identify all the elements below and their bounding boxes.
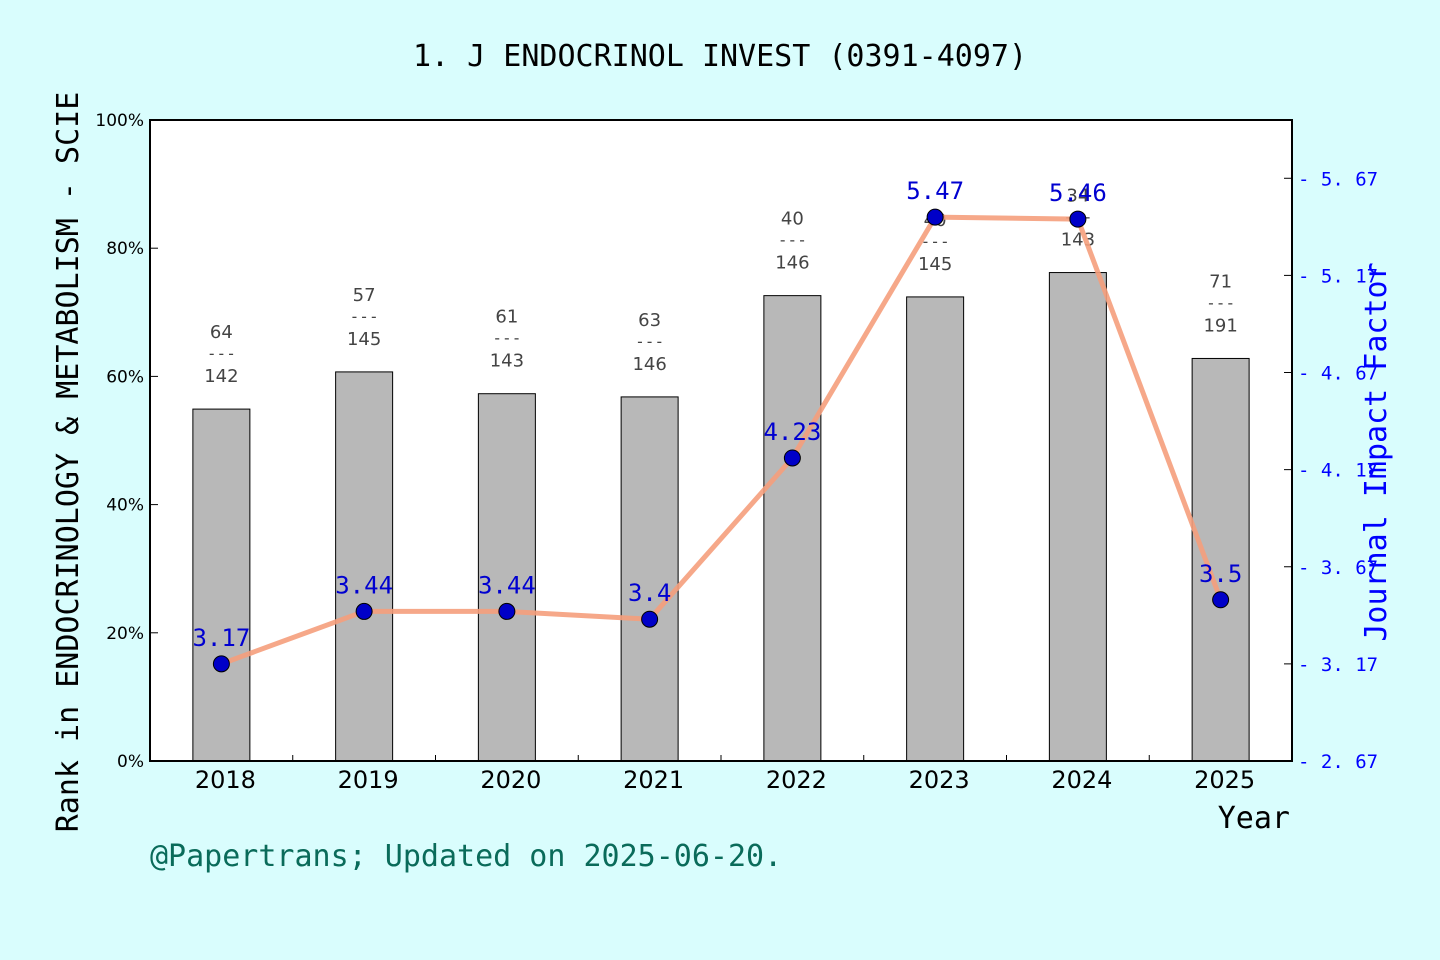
- impact-label-2019: 3.44: [335, 571, 393, 599]
- bar-2021: [620, 396, 679, 762]
- impact-point-2023: [926, 208, 944, 226]
- impact-label-2022: 4.23: [763, 418, 821, 446]
- impact-point-2021: [641, 610, 659, 628]
- impact-point-2020: [498, 602, 516, 620]
- y-tick-label: 80%: [106, 239, 144, 259]
- impact-factor-line: [220, 214, 1223, 667]
- impact-point-2025: [1212, 591, 1230, 609]
- bar-2022: [763, 295, 822, 762]
- x-tick-label-2021: 2021: [623, 766, 684, 794]
- y-tick-label: 20%: [106, 624, 144, 644]
- rank-total-2025: 191: [1203, 315, 1237, 336]
- rank-separator-2021: ---: [635, 332, 664, 351]
- rank-separator-2018: ---: [207, 344, 236, 363]
- rank-number-2020: 61: [495, 307, 518, 328]
- bar-2018: [192, 408, 251, 762]
- impact-label-2024: 5.46: [1049, 179, 1107, 207]
- y2-tick-label: - 4. 67: [1298, 363, 1378, 385]
- rank-separator-2022: ---: [778, 231, 807, 250]
- rank-total-2023: 145: [918, 254, 952, 275]
- axes-group: 0% 20% 40% 60% 80% 100% - 2. 67 - 3. 17 - 3. 67 -…: [95, 111, 1378, 794]
- bar-2025: [1191, 357, 1250, 762]
- y-axis-label: Rank in ENDOCRINOLOGY & METABOLISM - SCI…: [51, 92, 86, 833]
- footer-credit: @Papertrans; Updated on 2025-06-20.: [150, 839, 782, 874]
- bar-2023: [906, 296, 965, 762]
- impact-label-2018: 3.17: [192, 624, 250, 652]
- y2-tick-label: - 3. 17: [1298, 654, 1378, 676]
- chart-title: 1. J ENDOCRINOL INVEST (0391-4097): [413, 39, 1027, 74]
- impact-point-2024: [1069, 210, 1087, 228]
- rank-total-2022: 146: [775, 253, 809, 274]
- impact-label-2020: 3.44: [478, 571, 536, 599]
- impact-line-group: 3.17 3.44 3.44 3.4 4.23 5.47 5.46 3.5: [192, 177, 1242, 673]
- impact-label-2025: 3.5: [1199, 560, 1242, 588]
- rank-separator-2019: ---: [350, 307, 379, 326]
- impact-point-2022: [783, 449, 801, 467]
- x-tick-label-2023: 2023: [909, 766, 970, 794]
- plot-area: [150, 120, 1292, 761]
- rank-number-2022: 40: [781, 209, 804, 230]
- rank-number-2025: 71: [1209, 271, 1232, 292]
- y-tick-label: 100%: [95, 111, 144, 131]
- y2-axis-label: Journal Impact Factor: [1359, 262, 1394, 641]
- x-tick-label-2018: 2018: [195, 766, 256, 794]
- rank-total-2021: 146: [632, 354, 666, 375]
- y2-tick-label: - 4. 17: [1298, 460, 1378, 482]
- impact-label-2023: 5.47: [906, 177, 964, 205]
- impact-point-2019: [355, 602, 373, 620]
- y2-tick-label: - 5. 67: [1298, 168, 1378, 190]
- bar-group: [192, 272, 1250, 762]
- rank-separator-2025: ---: [1206, 293, 1235, 312]
- y2-tick-label: - 3. 67: [1298, 557, 1378, 579]
- y-tick-label: 0%: [117, 752, 144, 772]
- x-tick-label-2019: 2019: [338, 766, 399, 794]
- rank-separator-2023: ---: [921, 232, 950, 251]
- y-tick-label: 60%: [106, 367, 144, 387]
- bar-2024: [1048, 272, 1107, 762]
- x-tick-label-2022: 2022: [766, 766, 827, 794]
- x-tick-label-2020: 2020: [480, 766, 541, 794]
- impact-label-2021: 3.4: [628, 579, 671, 607]
- rank-total-2020: 143: [490, 351, 524, 372]
- rank-number-2024: 34: [1066, 186, 1089, 207]
- rank-separator-2020: ---: [492, 329, 521, 348]
- rank-number-2019: 57: [353, 285, 376, 306]
- rank-number-2021: 63: [638, 310, 661, 331]
- y2-tick-label: - 5. 17: [1298, 265, 1378, 287]
- x-tick-label-2025: 2025: [1194, 766, 1255, 794]
- y-tick-label: 40%: [106, 496, 144, 516]
- rank-number-2018: 64: [210, 322, 233, 343]
- y2-tick-label: - 2. 67: [1298, 751, 1378, 773]
- x-tick-label-2024: 2024: [1051, 766, 1112, 794]
- bar-2019: [335, 371, 394, 762]
- bar-2020: [477, 393, 536, 762]
- x-axis-label: Year: [1218, 801, 1290, 836]
- impact-point-2018: [212, 655, 230, 673]
- rank-total-2018: 142: [204, 366, 238, 387]
- rank-total-2019: 145: [347, 329, 381, 350]
